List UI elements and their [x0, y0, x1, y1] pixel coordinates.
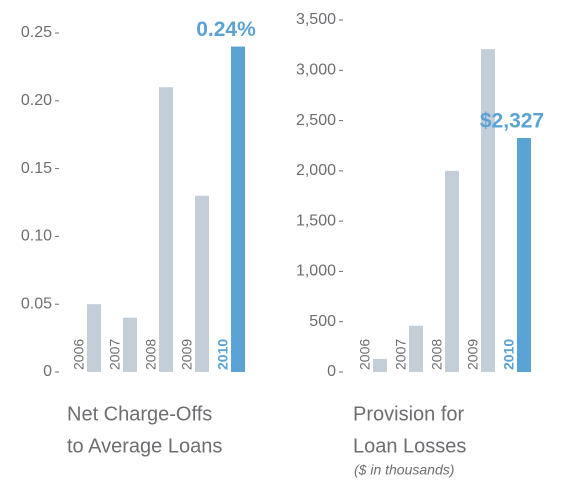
y-tick-label: 2,000 [296, 162, 336, 179]
x-tick-label: 2009 [465, 339, 481, 370]
y-tick-label: 0.15 [21, 160, 52, 177]
x-tick-label: 2009 [179, 339, 195, 370]
bar [123, 317, 137, 372]
bar [195, 195, 209, 372]
bar [87, 304, 101, 372]
y-tick-label: 500 [309, 313, 336, 330]
y-tick-label: 0.10 [21, 228, 52, 245]
value-label: $2,327 [480, 110, 544, 133]
chart-title: Provision for [353, 403, 464, 425]
bar [373, 358, 387, 372]
x-tick-label: 2007 [393, 339, 409, 370]
chart-title: Loan Losses [353, 435, 466, 457]
bar [445, 170, 459, 372]
x-tick-label: 2006 [357, 339, 373, 370]
x-tick-label: 2007 [107, 339, 123, 370]
y-tick-label: 2,500 [296, 112, 336, 129]
chart-title: to Average Loans [67, 435, 222, 457]
y-tick-label: 1,000 [296, 263, 336, 280]
bar [159, 87, 173, 373]
y-tick-label: 3,000 [296, 62, 336, 79]
y-tick-label: 0.25 [21, 24, 52, 41]
chart-title: Net Charge-Offs [67, 403, 212, 425]
bar [231, 46, 245, 373]
y-tick-label: 3,500 [296, 11, 336, 28]
x-tick-label: 2006 [71, 339, 87, 370]
bar [517, 137, 531, 372]
x-tick-label: 2008 [143, 339, 159, 370]
y-tick-label: 0.20 [21, 92, 52, 109]
x-tick-label: 2010 [501, 339, 517, 370]
y-tick-label: 0 [43, 363, 52, 380]
y-tick-label: 1,500 [296, 212, 336, 229]
bar [409, 325, 423, 372]
y-tick-label: 0.05 [21, 295, 52, 312]
x-tick-label: 2008 [429, 339, 445, 370]
value-label: 0.24% [196, 18, 256, 41]
chart-subtitle: ($ in thousands) [354, 462, 454, 478]
y-tick-label: 0 [327, 363, 336, 380]
x-tick-label: 2010 [215, 339, 231, 370]
bar [481, 49, 495, 373]
